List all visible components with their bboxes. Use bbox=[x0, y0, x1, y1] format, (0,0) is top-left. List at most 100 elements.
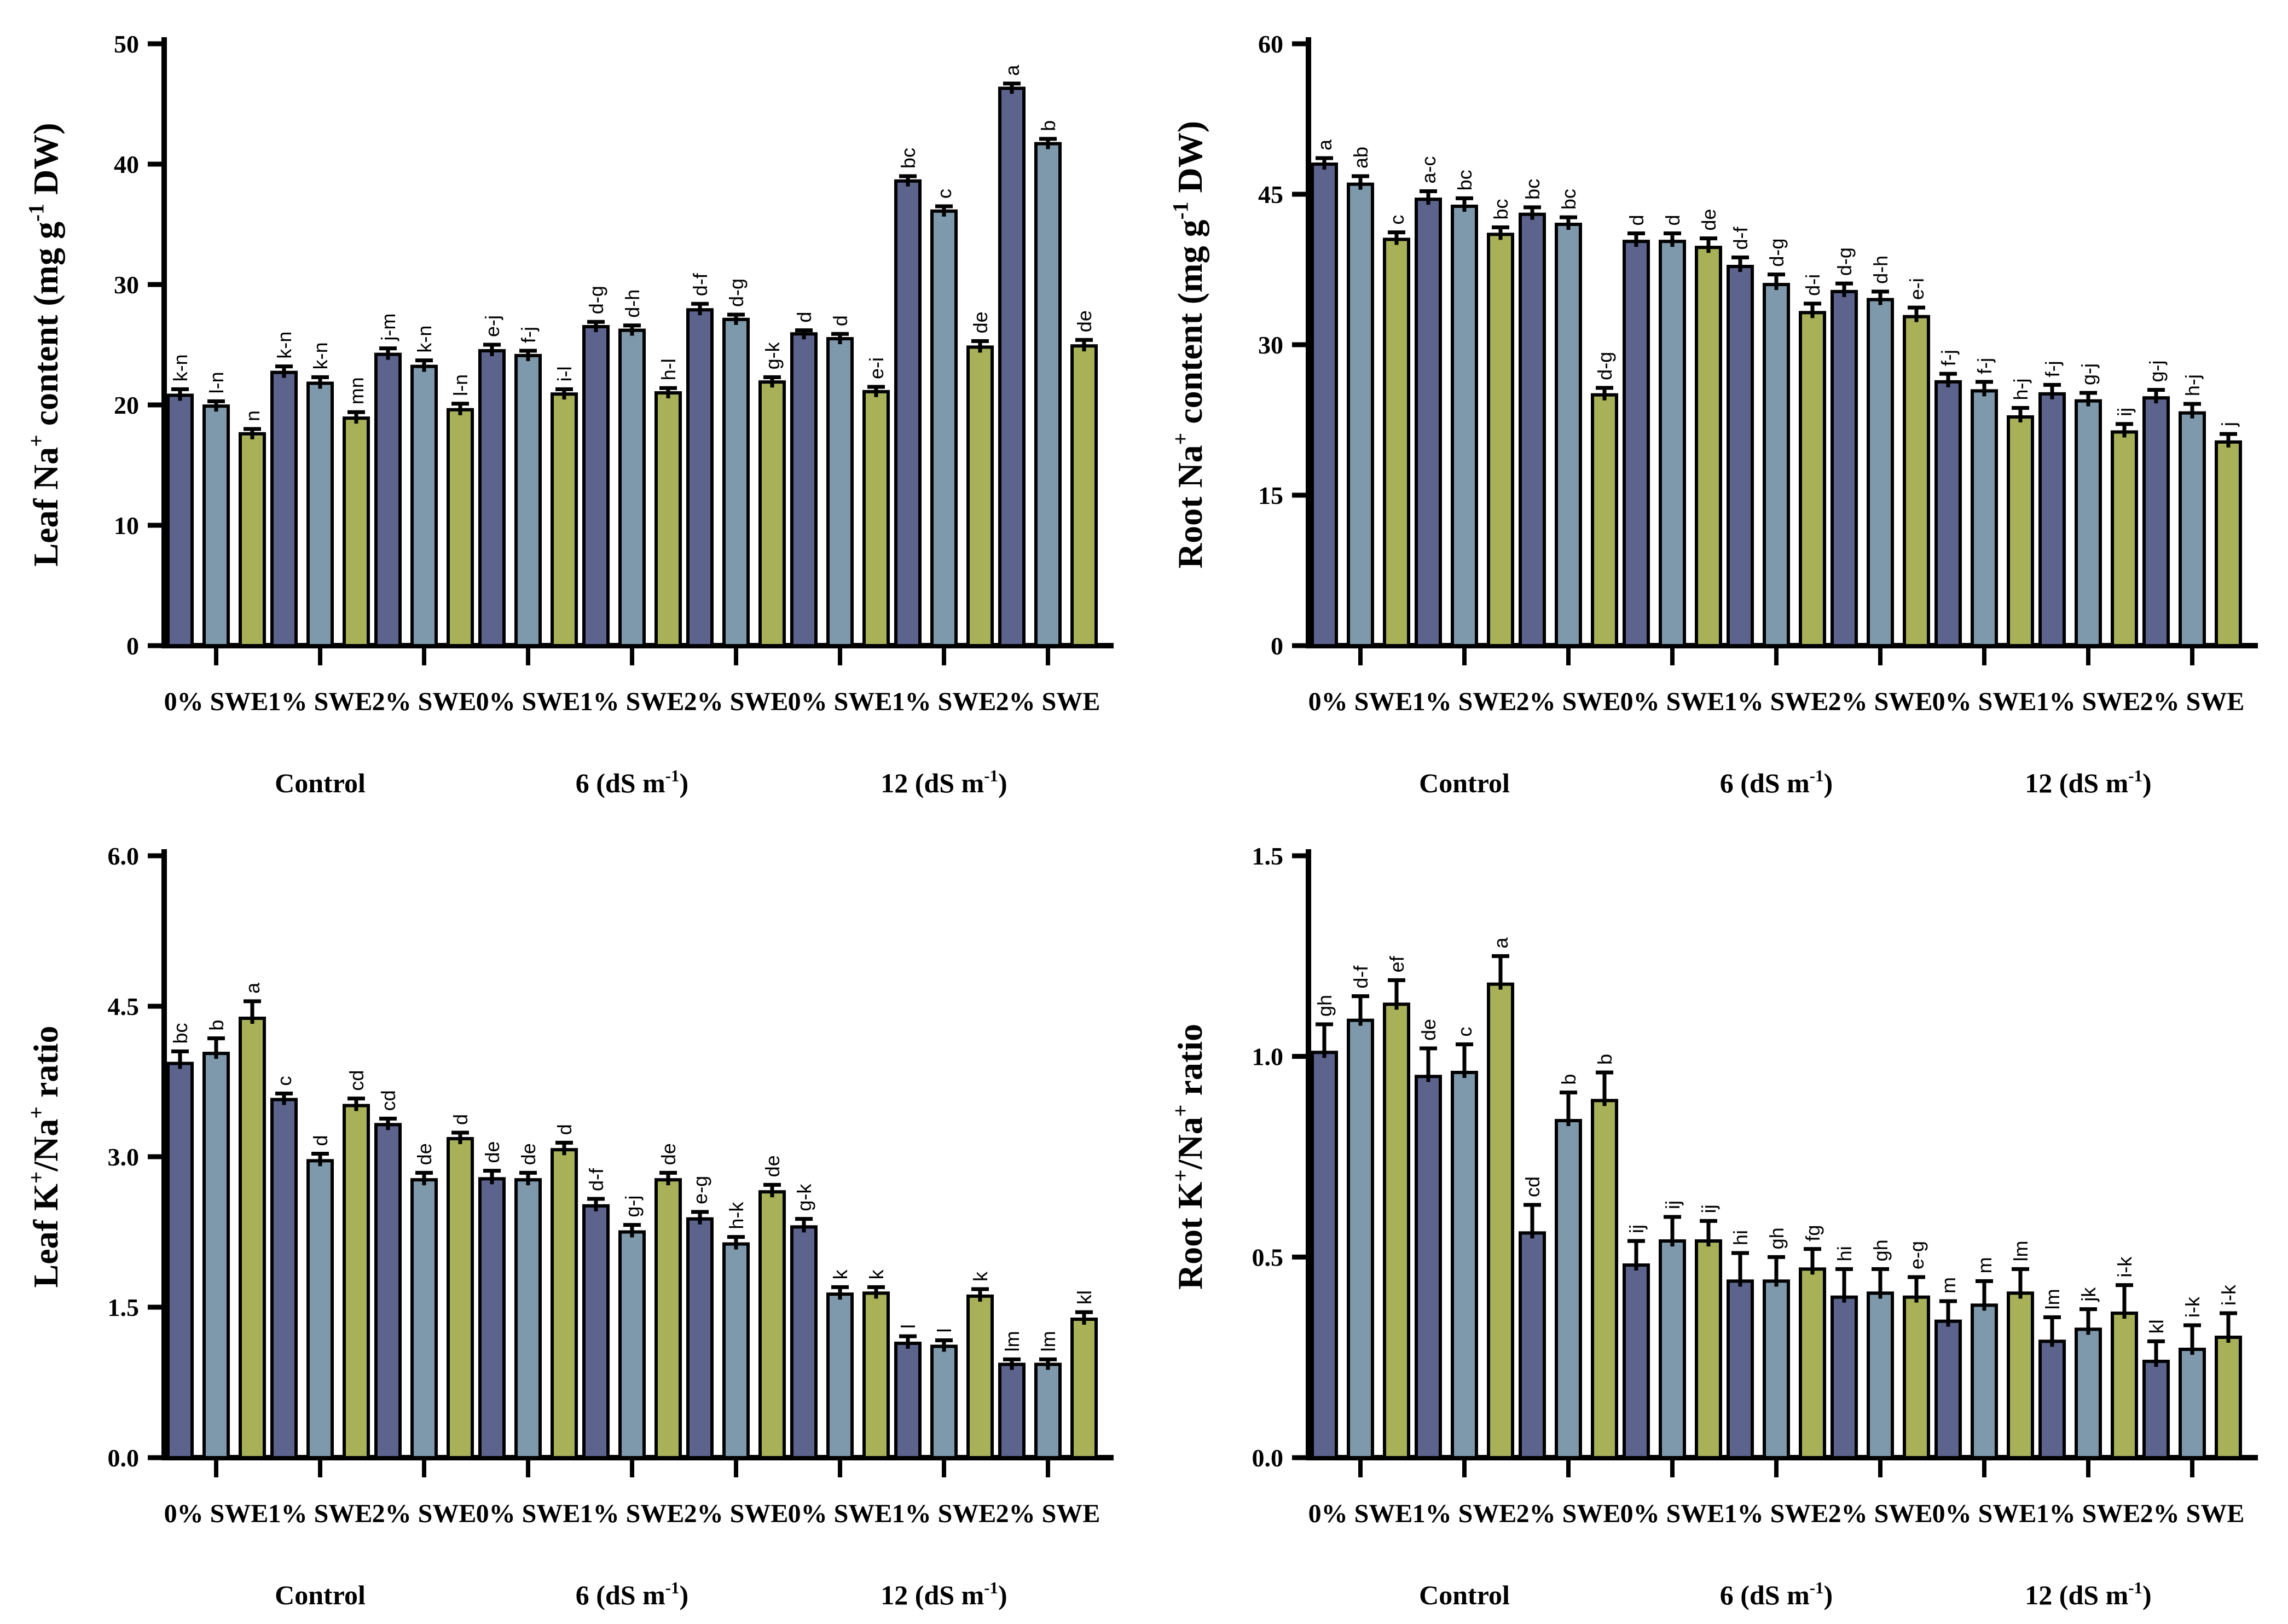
significance-letter: d-i bbox=[1802, 274, 1824, 296]
significance-letter: de bbox=[657, 1143, 680, 1165]
y-axis-title: Root K+/Na+ ratio bbox=[1168, 1024, 1209, 1290]
bar-series-3 bbox=[654, 391, 682, 647]
bar-series-3 bbox=[862, 390, 890, 647]
y-tick-label: 1.5 bbox=[1252, 842, 1284, 870]
significance-letter: j-m bbox=[377, 314, 399, 341]
group-label: 2% SWE bbox=[1516, 1499, 1621, 1528]
significance-letter: e-i bbox=[865, 357, 888, 379]
significance-letter: gh bbox=[1765, 1227, 1788, 1249]
group-label: 2% SWE bbox=[372, 1499, 477, 1528]
bar-series-1 bbox=[686, 308, 714, 647]
bar-series-2 bbox=[514, 1178, 542, 1460]
group-label: 2% SWE bbox=[684, 1499, 789, 1528]
significance-letter: j bbox=[2217, 422, 2240, 427]
bar-series-2 bbox=[1347, 182, 1374, 647]
significance-letter: d-f bbox=[689, 272, 711, 296]
significance-letter: k-n bbox=[413, 326, 436, 353]
group-label: 1% SWE bbox=[2036, 1499, 2141, 1528]
bar-series-3 bbox=[239, 1017, 266, 1459]
significance-letter: l-n bbox=[449, 374, 472, 396]
significance-letter: m bbox=[1973, 1257, 1996, 1273]
group-label: 0% SWE bbox=[1620, 1499, 1725, 1528]
significance-letter: cd bbox=[1521, 1176, 1544, 1197]
significance-letter: d bbox=[1661, 214, 1684, 225]
bar-series-1 bbox=[686, 1217, 714, 1460]
bar-series-2 bbox=[722, 1242, 750, 1459]
significance-letter: e-g bbox=[1905, 1241, 1928, 1269]
y-tick-label: 15 bbox=[1258, 482, 1283, 509]
group-label: 2% SWE bbox=[684, 687, 789, 716]
y-tick-label: 20 bbox=[114, 391, 139, 419]
bar-series-3 bbox=[343, 416, 370, 647]
salinity-label: 12 (dS m-1) bbox=[2025, 1578, 2151, 1610]
significance-letter: d-f bbox=[585, 1168, 607, 1191]
significance-letter: h-l bbox=[657, 358, 680, 380]
significance-letter: ab bbox=[1349, 147, 1372, 169]
significance-letter: g-k bbox=[793, 1184, 815, 1211]
bar-series-2 bbox=[1971, 389, 1998, 647]
significance-letter: d-g bbox=[725, 279, 748, 307]
y-tick-label: 4.5 bbox=[108, 993, 140, 1020]
y-tick-label: 60 bbox=[1258, 30, 1283, 58]
bar-series-1 bbox=[998, 1362, 1026, 1459]
panel-root-k-na-ratio: 0.0 0.5 1.0 1.5 Root K+/Na+ ratio 0% SWE gh d-f… bbox=[1144, 812, 2288, 1624]
bar-series-3 bbox=[758, 1190, 786, 1460]
bar-series-2 bbox=[826, 337, 854, 647]
significance-letter: f-j bbox=[2041, 361, 2064, 377]
chart-root-na-content: 0 15 30 45 60 Root Na+ content (mg g-1 DW) 0% … bbox=[1144, 0, 2288, 812]
y-axis-title: Root Na+ content (mg g-1 DW) bbox=[1168, 121, 1209, 569]
y-tick-label: 0.0 bbox=[108, 1444, 140, 1472]
significance-letter: e-g bbox=[689, 1176, 711, 1204]
group-label: 1% SWE bbox=[580, 1499, 685, 1528]
significance-letter: d-g bbox=[585, 286, 607, 314]
bar-series-1 bbox=[1415, 198, 1442, 647]
bar-series-1 bbox=[166, 393, 194, 648]
bar-series-3 bbox=[966, 345, 994, 647]
significance-letter: d bbox=[449, 1114, 472, 1125]
bar-series-2 bbox=[930, 209, 958, 647]
significance-letter: a bbox=[1313, 139, 1336, 150]
bar-series-3 bbox=[2007, 415, 2034, 647]
bar-series-1 bbox=[582, 325, 610, 647]
bar-series-2 bbox=[514, 353, 542, 647]
bar-series-2 bbox=[202, 1052, 230, 1459]
bar-series-1 bbox=[374, 1123, 402, 1459]
bar-series-1 bbox=[270, 1098, 298, 1459]
significance-letter: f-j bbox=[1937, 350, 1960, 366]
significance-letter: mn bbox=[345, 377, 368, 404]
significance-letter: n bbox=[241, 410, 264, 421]
bar-series-2 bbox=[2075, 399, 2102, 648]
significance-letter: bc bbox=[1521, 179, 1544, 200]
bar-series-2 bbox=[930, 1344, 958, 1459]
bar-series-2 bbox=[410, 364, 438, 647]
significance-letter: b bbox=[205, 1020, 228, 1031]
significance-letter: a bbox=[1490, 937, 1512, 948]
bar-series-1 bbox=[1831, 289, 1858, 647]
bar-series-1 bbox=[998, 86, 1026, 647]
salinity-label: 12 (dS m-1) bbox=[2025, 766, 2151, 798]
bar-series-3 bbox=[1799, 1267, 1826, 1459]
group-label: 2% SWE bbox=[2140, 1499, 2245, 1528]
significance-letter: c bbox=[1453, 1027, 1476, 1037]
bar-series-1 bbox=[1727, 1279, 1754, 1459]
significance-letter: d bbox=[309, 1135, 332, 1146]
bar-series-1 bbox=[1519, 212, 1546, 647]
bar-series-3 bbox=[1070, 344, 1098, 647]
bar-series-3 bbox=[551, 1148, 578, 1459]
significance-letter: c bbox=[933, 189, 955, 199]
significance-letter: de bbox=[517, 1143, 540, 1165]
significance-letter: hi bbox=[1729, 1230, 1752, 1245]
bar-series-2 bbox=[2179, 411, 2206, 648]
significance-letter: bc bbox=[169, 1023, 192, 1043]
chart-root-k-na-ratio: 0.0 0.5 1.0 1.5 Root K+/Na+ ratio 0% SWE gh d-f… bbox=[1144, 812, 2288, 1624]
significance-letter: i-k bbox=[2217, 1284, 2240, 1306]
group-label: 0% SWE bbox=[1620, 687, 1725, 716]
bar-series-3 bbox=[2111, 430, 2138, 647]
significance-letter: k-n bbox=[169, 354, 192, 381]
group-label: 1% SWE bbox=[268, 687, 373, 716]
bar-series-1 bbox=[1934, 1319, 1962, 1460]
bar-series-3 bbox=[343, 1104, 370, 1459]
significance-letter: d-h bbox=[621, 289, 644, 318]
bar-series-3 bbox=[1070, 1318, 1098, 1459]
bar-series-3 bbox=[1695, 1239, 1722, 1459]
